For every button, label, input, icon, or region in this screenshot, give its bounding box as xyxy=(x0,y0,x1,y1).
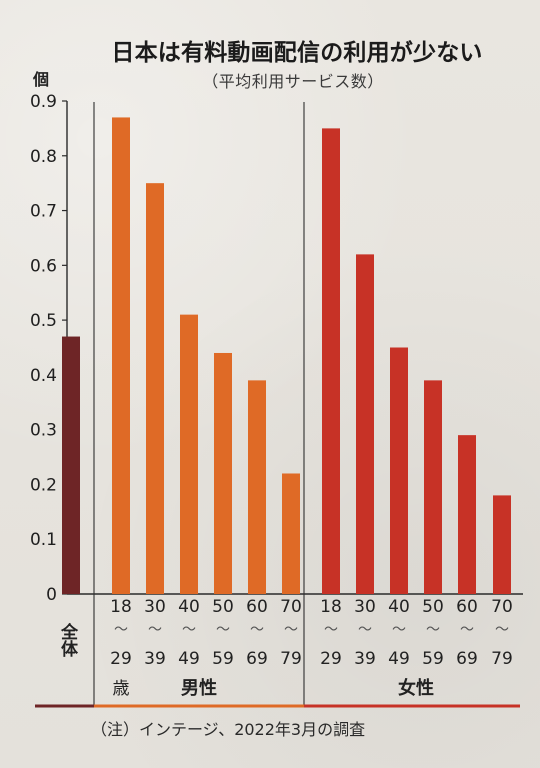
y-tick-label: 0.1 xyxy=(30,530,57,550)
y-tick-label: 0.7 xyxy=(30,202,57,222)
age-suffix-label: 歳 xyxy=(113,679,130,699)
x-tick-label: 18 xyxy=(110,597,132,617)
chart-footnote: （注）インテージ、2022年3月の調査 xyxy=(91,720,366,739)
x-tick-label: 39 xyxy=(144,649,166,669)
x-tick-label: 49 xyxy=(178,649,200,669)
y-tick-label: 0.4 xyxy=(30,366,57,386)
chart-title: 日本は有料動画配信の利用が少ない xyxy=(111,40,483,66)
bar xyxy=(356,254,374,594)
range-mark: 〜 xyxy=(148,622,162,638)
bar xyxy=(493,495,511,594)
group-label-male: 男性 xyxy=(181,677,217,699)
bar xyxy=(390,347,408,594)
y-tick-label: 0 xyxy=(46,585,57,605)
bar xyxy=(424,380,442,594)
x-tick-label: 69 xyxy=(456,649,478,669)
x-tick-label: 49 xyxy=(388,649,410,669)
x-label-overall: 全体 xyxy=(57,622,79,658)
x-tick-label: 59 xyxy=(422,649,444,669)
bar xyxy=(322,128,340,594)
x-tick-label: 69 xyxy=(246,649,268,669)
range-mark: 〜 xyxy=(216,622,230,638)
chart-subtitle: （平均利用サービス数） xyxy=(202,72,384,91)
x-tick-label: 70 xyxy=(280,597,302,617)
range-mark: 〜 xyxy=(284,622,298,638)
y-tick-label: 0.5 xyxy=(30,311,57,331)
y-tick-label: 0.8 xyxy=(30,147,57,167)
y-tick-label: 0.9 xyxy=(30,92,57,112)
x-tick-label: 29 xyxy=(110,649,132,669)
x-tick-label: 40 xyxy=(388,597,410,617)
bar xyxy=(214,352,232,594)
bar xyxy=(282,473,300,594)
x-tick-label: 79 xyxy=(280,649,302,669)
x-tick-label: 60 xyxy=(456,597,478,617)
range-mark: 〜 xyxy=(114,622,128,638)
x-tick-label: 39 xyxy=(354,649,376,669)
x-tick-label: 29 xyxy=(320,649,342,669)
x-tick-label: 40 xyxy=(178,597,200,617)
y-tick-label: 0.3 xyxy=(30,421,57,441)
range-mark: 〜 xyxy=(495,622,509,638)
range-mark: 〜 xyxy=(182,622,196,638)
bar xyxy=(62,336,80,594)
bar xyxy=(146,183,164,594)
group-label-female: 女性 xyxy=(398,677,434,699)
x-tick-label: 30 xyxy=(144,597,166,617)
range-mark: 〜 xyxy=(392,622,406,638)
x-tick-label: 79 xyxy=(491,649,513,669)
y-tick-label: 0.6 xyxy=(30,256,57,276)
bar xyxy=(180,314,198,594)
y-axis-unit: 個 xyxy=(33,70,50,89)
x-tick-label: 18 xyxy=(320,597,342,617)
x-tick-label: 70 xyxy=(491,597,513,617)
bar xyxy=(458,435,476,594)
range-mark: 〜 xyxy=(426,622,440,638)
bar xyxy=(112,117,130,594)
range-mark: 〜 xyxy=(324,622,338,638)
x-tick-label: 60 xyxy=(246,597,268,617)
x-tick-label: 30 xyxy=(354,597,376,617)
range-mark: 〜 xyxy=(358,622,372,638)
x-tick-label: 59 xyxy=(212,649,234,669)
x-tick-label: 50 xyxy=(422,597,444,617)
x-tick-label: 50 xyxy=(212,597,234,617)
range-mark: 〜 xyxy=(460,622,474,638)
range-mark: 〜 xyxy=(250,622,264,638)
y-tick-label: 0.2 xyxy=(30,475,57,495)
bar xyxy=(248,380,266,594)
